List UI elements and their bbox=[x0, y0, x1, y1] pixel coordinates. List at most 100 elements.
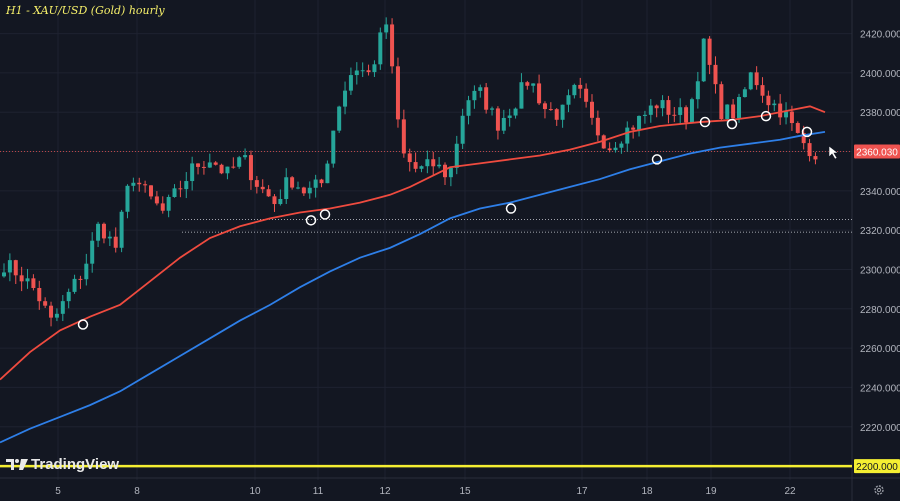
candle-body bbox=[519, 82, 524, 109]
tradingview-logo: TradingView bbox=[6, 456, 119, 473]
candle-body bbox=[390, 24, 395, 67]
candle-body bbox=[666, 100, 671, 115]
touch-circle-icon bbox=[77, 319, 89, 330]
candle-body bbox=[243, 155, 248, 158]
y-tick-label: 2220.000 bbox=[860, 423, 900, 434]
x-tick-label: 22 bbox=[784, 486, 796, 497]
level-price-tag-bg bbox=[854, 459, 900, 474]
candle-body bbox=[584, 88, 589, 102]
candle-body bbox=[619, 143, 624, 148]
candle-body bbox=[637, 115, 642, 130]
settings-gear-icon[interactable] bbox=[873, 484, 885, 496]
candle-body bbox=[66, 291, 71, 302]
candle-body bbox=[237, 157, 242, 167]
candle-body bbox=[431, 159, 436, 167]
candle-body bbox=[443, 164, 447, 178]
x-tick-label: 10 bbox=[249, 486, 261, 497]
candle-body bbox=[795, 123, 800, 133]
candle-body bbox=[689, 99, 694, 123]
x-tick-label: 19 bbox=[705, 486, 717, 497]
candle-body bbox=[654, 105, 659, 109]
candle-body bbox=[395, 66, 400, 120]
candle-body bbox=[590, 101, 594, 118]
candle-body bbox=[219, 164, 224, 174]
candle-body bbox=[490, 108, 495, 110]
candle-body bbox=[2, 272, 6, 277]
candle-body bbox=[772, 103, 777, 106]
candle-body bbox=[154, 196, 159, 204]
x-tick-label: 8 bbox=[134, 486, 140, 497]
candle-body bbox=[737, 97, 741, 119]
candle-body bbox=[672, 114, 677, 116]
y-tick-label: 2400.000 bbox=[860, 69, 900, 80]
candle-body bbox=[560, 104, 565, 120]
candle-body bbox=[113, 236, 118, 248]
y-tick-label: 2240.000 bbox=[860, 383, 900, 394]
candle-body bbox=[160, 203, 165, 211]
touch-circle-icon bbox=[651, 154, 663, 165]
y-tick-label: 2380.000 bbox=[860, 108, 900, 119]
candle-body bbox=[707, 38, 712, 65]
candle-body bbox=[19, 275, 24, 282]
candle-body bbox=[90, 240, 95, 264]
x-tick-label: 11 bbox=[313, 486, 324, 497]
candle-body bbox=[101, 223, 106, 239]
candle-body bbox=[601, 135, 606, 149]
candle-body bbox=[648, 105, 653, 115]
candle-body bbox=[272, 196, 277, 205]
candle-body bbox=[725, 104, 730, 119]
y-tick-label: 2280.000 bbox=[860, 305, 900, 316]
y-tick-label: 2300.000 bbox=[860, 265, 900, 276]
candle-body bbox=[196, 163, 201, 167]
candle-body bbox=[96, 223, 101, 241]
candle-body bbox=[43, 301, 48, 306]
candle-body bbox=[495, 108, 500, 131]
candle-body bbox=[613, 147, 618, 151]
candle-body bbox=[307, 187, 312, 194]
candle-body bbox=[407, 153, 412, 163]
touch-circle-icon bbox=[505, 203, 517, 214]
touch-circle-icon bbox=[305, 215, 317, 226]
candle-body bbox=[554, 109, 559, 120]
time-axis[interactable]: 5 8 10 11 12 15 17 18 19 22 bbox=[55, 486, 796, 497]
candle-body bbox=[278, 199, 283, 205]
candle-body bbox=[548, 109, 553, 111]
touch-circle-icon bbox=[801, 126, 813, 138]
x-tick-label: 15 bbox=[459, 486, 471, 497]
candle-body bbox=[784, 111, 789, 118]
candle-body bbox=[143, 184, 148, 186]
candle-body bbox=[566, 95, 571, 105]
candle-body bbox=[84, 263, 89, 280]
touch-circle-icon bbox=[699, 116, 711, 128]
candle-body bbox=[766, 95, 771, 106]
candle-body bbox=[360, 70, 365, 72]
candle-body bbox=[484, 87, 489, 110]
candle-body bbox=[372, 64, 377, 73]
candle-body bbox=[754, 72, 759, 86]
candle-body bbox=[107, 236, 112, 239]
candle-body bbox=[166, 196, 171, 211]
candle-body bbox=[225, 166, 230, 174]
candle-body bbox=[348, 75, 353, 91]
candle-body bbox=[642, 114, 647, 116]
candle-body bbox=[713, 64, 718, 85]
candle-body bbox=[284, 177, 289, 200]
candle-body bbox=[478, 87, 483, 91]
candle-body bbox=[807, 143, 812, 157]
candle-body bbox=[13, 260, 18, 276]
candle-body bbox=[172, 188, 177, 197]
chart-title: H1 - XAU/USD (Gold) hourly bbox=[6, 4, 165, 17]
candle-body bbox=[78, 278, 83, 280]
candle-body bbox=[578, 84, 583, 89]
touch-circle-icon bbox=[726, 118, 738, 130]
candle-body bbox=[260, 186, 265, 190]
candle-body bbox=[572, 84, 577, 96]
tradingview-logo-text: TradingView bbox=[31, 456, 120, 473]
y-tick-label: 2420.000 bbox=[860, 30, 900, 41]
candle-body bbox=[207, 162, 212, 168]
candle-body bbox=[742, 89, 747, 98]
candle-body bbox=[325, 163, 330, 184]
candle-body bbox=[437, 164, 442, 167]
x-tick-label: 5 bbox=[55, 486, 61, 497]
